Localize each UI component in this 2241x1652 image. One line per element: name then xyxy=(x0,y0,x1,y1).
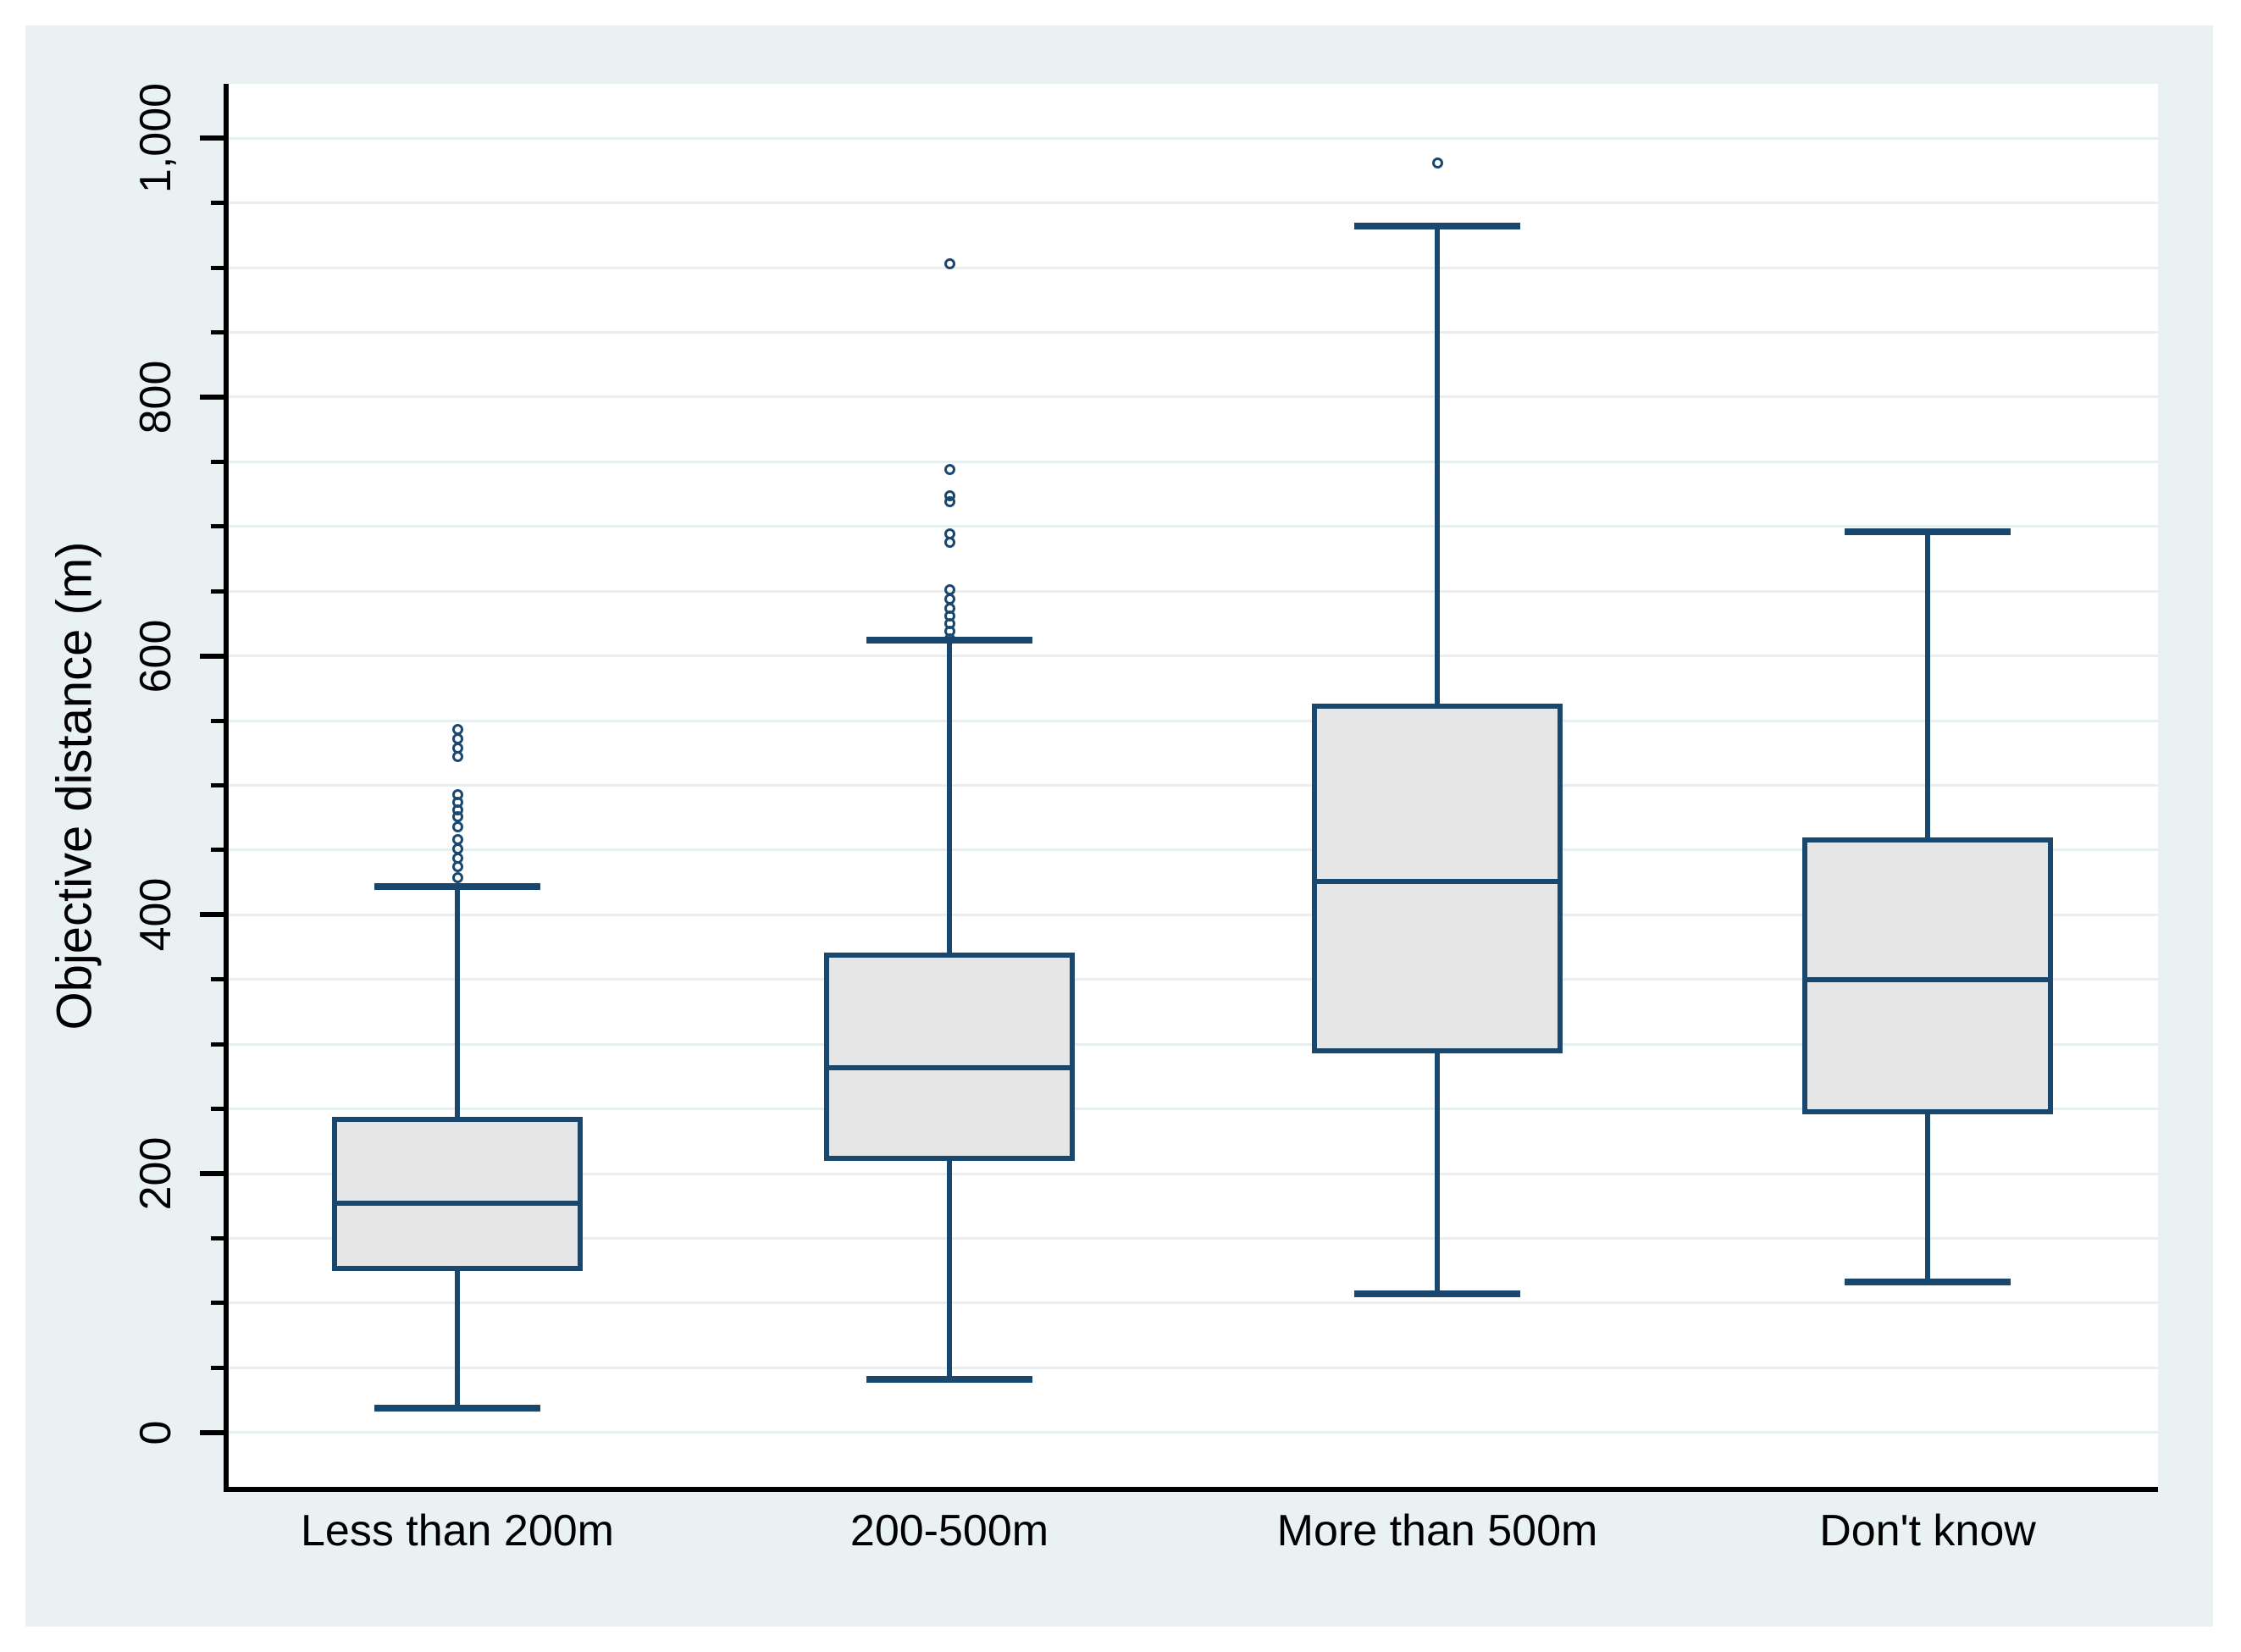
outlier-dot xyxy=(943,584,955,596)
gridline xyxy=(229,978,2158,981)
whisker-lower-cap xyxy=(1354,1290,1520,1298)
median-line xyxy=(337,1201,578,1207)
y-tick-label: 600 xyxy=(131,619,180,693)
gridline xyxy=(229,330,2158,334)
whisker-lower-cap xyxy=(1845,1279,2011,1286)
whisker-upper-cap xyxy=(1354,223,1520,230)
y-axis-minor-tick xyxy=(211,459,224,464)
x-category-label: Don't know xyxy=(1819,1506,2036,1555)
y-axis-line xyxy=(224,84,229,1492)
gridline xyxy=(229,655,2158,658)
gridline xyxy=(229,1108,2158,1111)
y-tick-label: 0 xyxy=(131,1420,180,1445)
outlier-dot xyxy=(943,257,955,269)
gridline xyxy=(229,202,2158,205)
median-line xyxy=(1807,976,2048,982)
y-axis-title: Objective distance (m) xyxy=(47,541,102,1030)
whisker-lower-stem xyxy=(947,1160,952,1380)
whisker-lower-cap xyxy=(866,1376,1032,1384)
x-category-label: More than 500m xyxy=(1276,1506,1598,1555)
y-axis-minor-tick xyxy=(211,201,224,206)
y-axis-major-tick xyxy=(200,912,224,918)
y-axis-minor-tick xyxy=(211,1301,224,1306)
whisker-lower-cap xyxy=(374,1404,540,1412)
outlier-dot xyxy=(451,820,463,832)
y-axis-minor-tick xyxy=(211,588,224,594)
y-axis-minor-tick xyxy=(211,329,224,334)
gridline xyxy=(229,1237,2158,1240)
gridline xyxy=(229,1301,2158,1305)
gridline xyxy=(229,266,2158,269)
y-axis-minor-tick xyxy=(211,1041,224,1047)
y-axis-minor-tick xyxy=(211,524,224,529)
y-axis-minor-tick xyxy=(211,265,224,270)
gridline xyxy=(229,1431,2158,1434)
y-axis-major-tick xyxy=(200,394,224,400)
y-axis-minor-tick xyxy=(211,977,224,982)
whisker-upper-stem xyxy=(947,640,952,953)
outlier-dot xyxy=(451,724,463,736)
outlier-dot xyxy=(451,788,463,800)
y-tick-label: 200 xyxy=(131,1136,180,1211)
gridline xyxy=(229,1042,2158,1046)
y-axis-minor-tick xyxy=(211,718,224,723)
box-iqr xyxy=(1802,837,2053,1114)
y-axis-major-tick xyxy=(200,1429,224,1435)
gridline xyxy=(229,848,2158,852)
whisker-upper-cap xyxy=(1845,528,2011,535)
gridline xyxy=(229,136,2158,140)
y-tick-label: 1,000 xyxy=(131,83,180,194)
y-axis-minor-tick xyxy=(211,1236,224,1240)
whisker-lower-stem xyxy=(455,1270,460,1408)
y-axis-minor-tick xyxy=(211,848,224,853)
y-axis-minor-tick xyxy=(211,1107,224,1112)
y-tick-label: 400 xyxy=(131,877,180,952)
x-category-label: Less than 200m xyxy=(300,1506,615,1555)
outlier-dot xyxy=(943,528,955,540)
whisker-upper-stem xyxy=(1435,226,1440,704)
graph-region: 0 200 400 600 800 1,000 Objective distance (m… xyxy=(25,25,2213,1627)
outlier-dot xyxy=(451,871,463,883)
y-axis-major-tick xyxy=(200,135,224,141)
gridline xyxy=(229,1172,2158,1175)
y-axis-major-tick xyxy=(200,653,224,659)
box-iqr xyxy=(824,952,1075,1161)
gridline xyxy=(229,913,2158,916)
outlier-dot xyxy=(451,834,463,846)
whisker-upper-stem xyxy=(455,886,460,1117)
y-axis-major-tick xyxy=(200,1171,224,1177)
gridline xyxy=(229,719,2158,722)
gridline xyxy=(229,784,2158,787)
whisker-lower-stem xyxy=(1925,1113,1930,1283)
outlier-dot xyxy=(1431,157,1443,169)
x-category-label: 200-500m xyxy=(849,1506,1049,1555)
whisker-lower-stem xyxy=(1435,1053,1440,1295)
y-axis-minor-tick xyxy=(211,783,224,787)
gridline xyxy=(229,1366,2158,1369)
x-axis-line xyxy=(224,1487,2158,1492)
gridline xyxy=(229,589,2158,593)
outlier-dot xyxy=(943,489,955,501)
outlier-dot xyxy=(943,464,955,476)
y-tick-label: 800 xyxy=(131,360,180,434)
gridline xyxy=(229,525,2158,528)
gridline xyxy=(229,395,2158,399)
y-axis-minor-tick xyxy=(211,1365,224,1370)
whisker-upper-stem xyxy=(1925,531,1930,837)
whisker-upper-cap xyxy=(374,882,540,890)
box-iqr xyxy=(332,1116,583,1271)
median-line xyxy=(829,1064,1070,1070)
box-iqr xyxy=(1312,704,1563,1053)
gridline xyxy=(229,460,2158,463)
median-line xyxy=(1317,878,1558,884)
